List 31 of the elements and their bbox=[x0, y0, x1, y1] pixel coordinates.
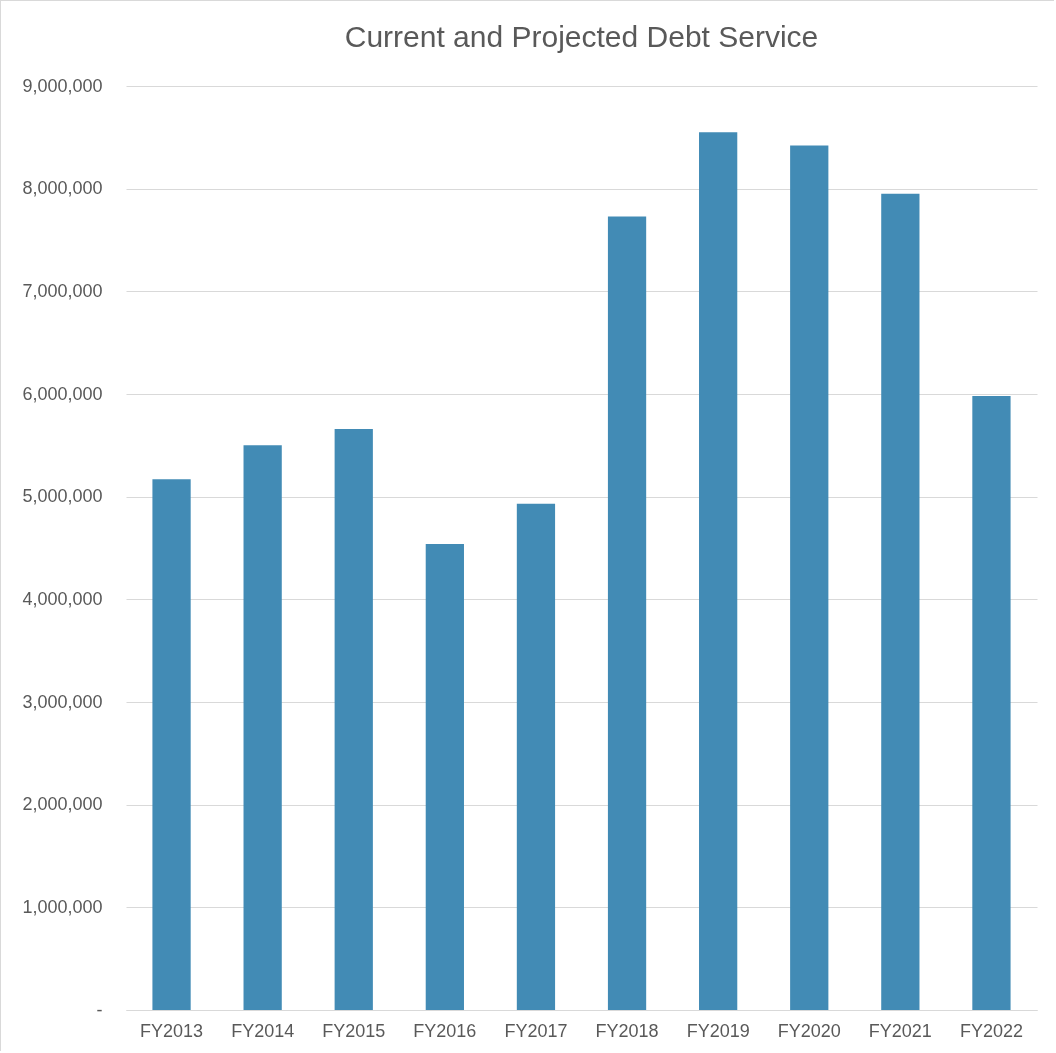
y-tick-label: 3,000,000 bbox=[22, 691, 103, 712]
y-tick-label: 4,000,000 bbox=[22, 588, 103, 609]
bar bbox=[516, 503, 556, 1010]
chart-title: Current and Projected Debt Service bbox=[344, 20, 819, 53]
x-tick-label: FY2020 bbox=[777, 1020, 841, 1041]
x-tick-label: FY2022 bbox=[959, 1020, 1023, 1041]
x-tick-label: FY2019 bbox=[686, 1020, 750, 1041]
x-tick-label: FY2016 bbox=[413, 1020, 477, 1041]
bar bbox=[152, 479, 191, 1010]
y-tick-label: 6,000,000 bbox=[22, 383, 103, 404]
bar bbox=[425, 543, 464, 1010]
bar bbox=[790, 145, 829, 1010]
bar bbox=[607, 216, 647, 1010]
x-tick-label: FY2015 bbox=[322, 1020, 386, 1041]
y-tick-label: 8,000,000 bbox=[22, 178, 103, 199]
y-tick-label: 2,000,000 bbox=[22, 794, 103, 815]
bar bbox=[881, 193, 920, 1010]
y-tick-label: 9,000,000 bbox=[22, 75, 103, 96]
bar bbox=[334, 428, 373, 1010]
x-tick-label: FY2014 bbox=[231, 1020, 295, 1041]
y-tick-label: 1,000,000 bbox=[22, 896, 103, 917]
y-tick-label: 5,000,000 bbox=[22, 486, 103, 507]
x-tick-label: FY2017 bbox=[504, 1020, 568, 1041]
x-tick-label: FY2021 bbox=[868, 1020, 932, 1041]
x-tick-label: FY2013 bbox=[140, 1020, 204, 1041]
bar bbox=[699, 132, 738, 1010]
bar bbox=[243, 445, 282, 1010]
y-tick-label: - bbox=[96, 999, 103, 1020]
y-tick-label: 7,000,000 bbox=[22, 280, 103, 301]
bar bbox=[972, 396, 1011, 1010]
x-tick-label: FY2018 bbox=[595, 1020, 659, 1041]
